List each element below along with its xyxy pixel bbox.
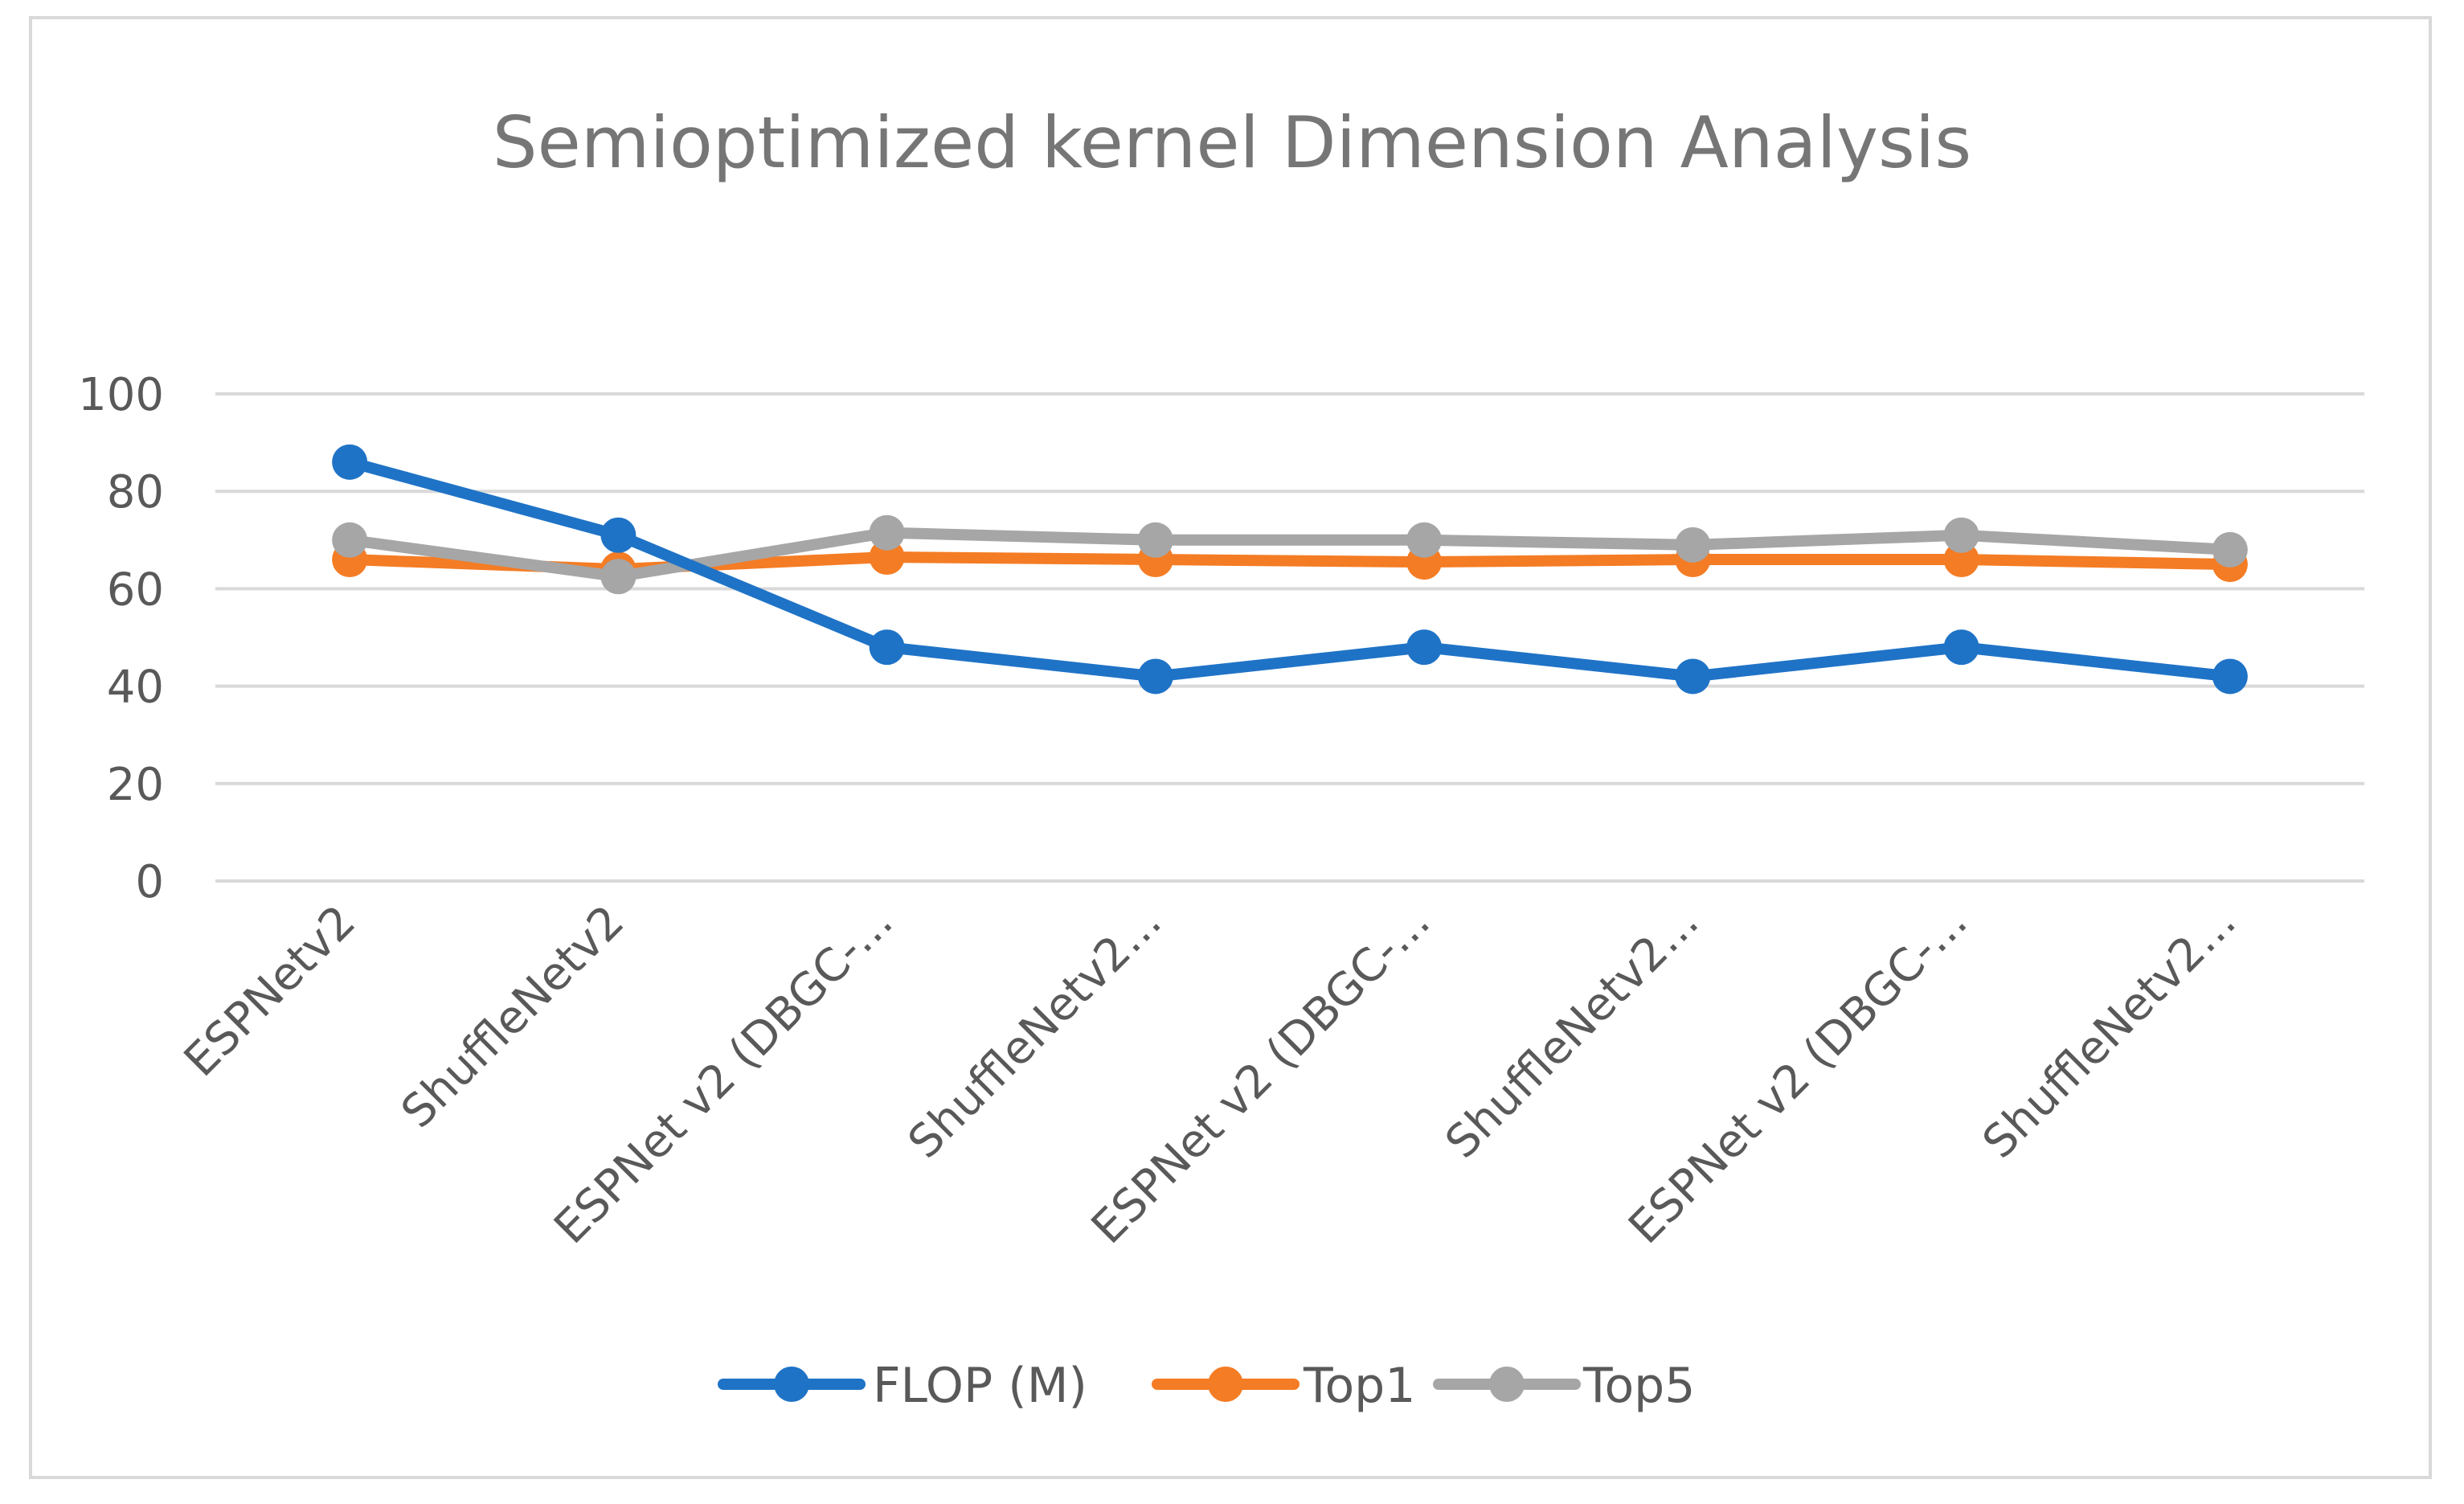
series-line [344, 456, 2236, 682]
legend-label: FLOP (M) [873, 1358, 1087, 1414]
legend: FLOP (M) Top1 Top5 [718, 1358, 1695, 1414]
data-point [869, 629, 905, 666]
data-point [1137, 658, 1173, 695]
data-point [1137, 522, 1173, 558]
data-point [600, 559, 636, 595]
y-axis-ticks: 0 20 40 60 80 100 [78, 369, 164, 908]
x-tick-label: ShuffleNetv2... [898, 895, 1172, 1169]
data-point [869, 514, 905, 551]
data-point [1675, 658, 1711, 695]
legend-marker [774, 1367, 809, 1402]
chart-title: Semioptimized kernel Dimension Analysis [493, 101, 1971, 184]
data-point [1406, 522, 1443, 558]
x-tick-label: ESPNetv2 [174, 895, 366, 1087]
data-point [1943, 517, 1979, 553]
data-point [2212, 658, 2248, 695]
data-point [1943, 629, 1979, 666]
y-tick-label: 0 [135, 856, 164, 908]
data-point [332, 444, 368, 480]
series-line [344, 527, 2236, 583]
data-point [1406, 629, 1443, 666]
series-lines [332, 444, 2248, 695]
y-tick-label: 100 [78, 369, 164, 421]
legend-label: Top5 [1582, 1358, 1695, 1414]
data-point [332, 522, 368, 558]
y-tick-label: 60 [107, 563, 164, 616]
gridlines [215, 392, 2364, 883]
legend-marker [1208, 1367, 1243, 1402]
legend-item: Top1 [1152, 1358, 1415, 1414]
y-tick-label: 80 [107, 466, 164, 518]
x-tick-label: ShuffleNetv2... [1973, 895, 2246, 1169]
legend-item: FLOP (M) [718, 1358, 1087, 1414]
series-flop-m [332, 444, 2248, 695]
legend-item: Top5 [1433, 1358, 1695, 1414]
data-point [869, 539, 905, 576]
y-tick-label: 40 [107, 662, 164, 714]
y-tick-label: 20 [107, 759, 164, 811]
legend-label: Top1 [1303, 1358, 1415, 1414]
x-tick-label: ShuffleNetv2... [1435, 895, 1709, 1169]
data-point [600, 517, 636, 553]
legend-marker [1489, 1367, 1525, 1402]
x-tick-label: ShuffleNetv2 [391, 895, 634, 1138]
data-point [1943, 542, 1979, 578]
data-point [1675, 527, 1711, 563]
chart-frame [29, 16, 2432, 1479]
series-top5 [332, 514, 2248, 595]
data-point [2212, 531, 2248, 568]
